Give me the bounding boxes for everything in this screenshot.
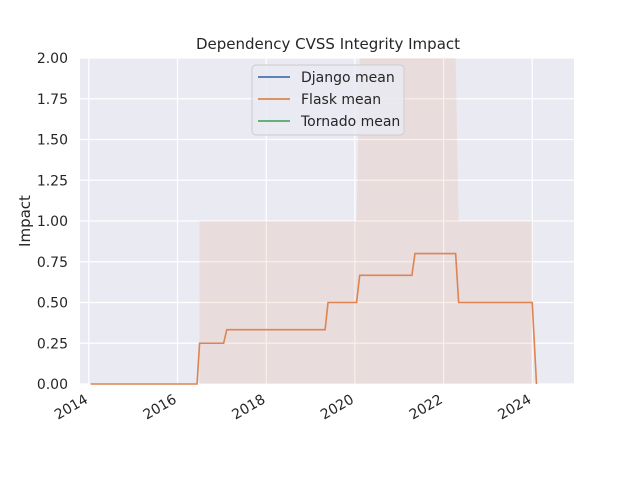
y-tick-label: 0.50	[37, 296, 68, 312]
legend-entry: Flask mean	[258, 92, 381, 108]
legend-entry: Tornado mean	[258, 114, 400, 130]
y-tick-label: 1.00	[37, 214, 68, 230]
legend-label: Django mean	[301, 70, 395, 86]
chart-title: Dependency CVSS Integrity Impact	[196, 35, 460, 53]
legend-label: Flask mean	[301, 92, 381, 108]
series-line	[90, 252, 538, 385]
legend-entry: Django mean	[258, 70, 395, 86]
y-tick-label: 1.50	[37, 133, 68, 149]
confidence-band	[199, 58, 533, 384]
y-tick-label: 0.25	[37, 336, 68, 352]
legend-label: Tornado mean	[300, 114, 400, 130]
y-tick-label: 0.00	[37, 377, 68, 393]
confidence-bands	[199, 58, 533, 384]
y-tick-label: 2.00	[37, 51, 68, 67]
y-tick-label: 1.75	[37, 92, 68, 108]
y-tick-labels: 0.00 0.25 0.50 0.75 1.00 1.25 1.50 1.75 2.00	[37, 51, 68, 393]
series-lines	[90, 252, 538, 385]
y-tick-label: 0.75	[37, 255, 68, 271]
y-axis-label: Impact	[16, 195, 34, 247]
legend-box	[251, 64, 405, 136]
y-tick-label: 1.25	[37, 173, 68, 189]
legend: Django mean Flask mean Tornado mean	[251, 64, 405, 136]
